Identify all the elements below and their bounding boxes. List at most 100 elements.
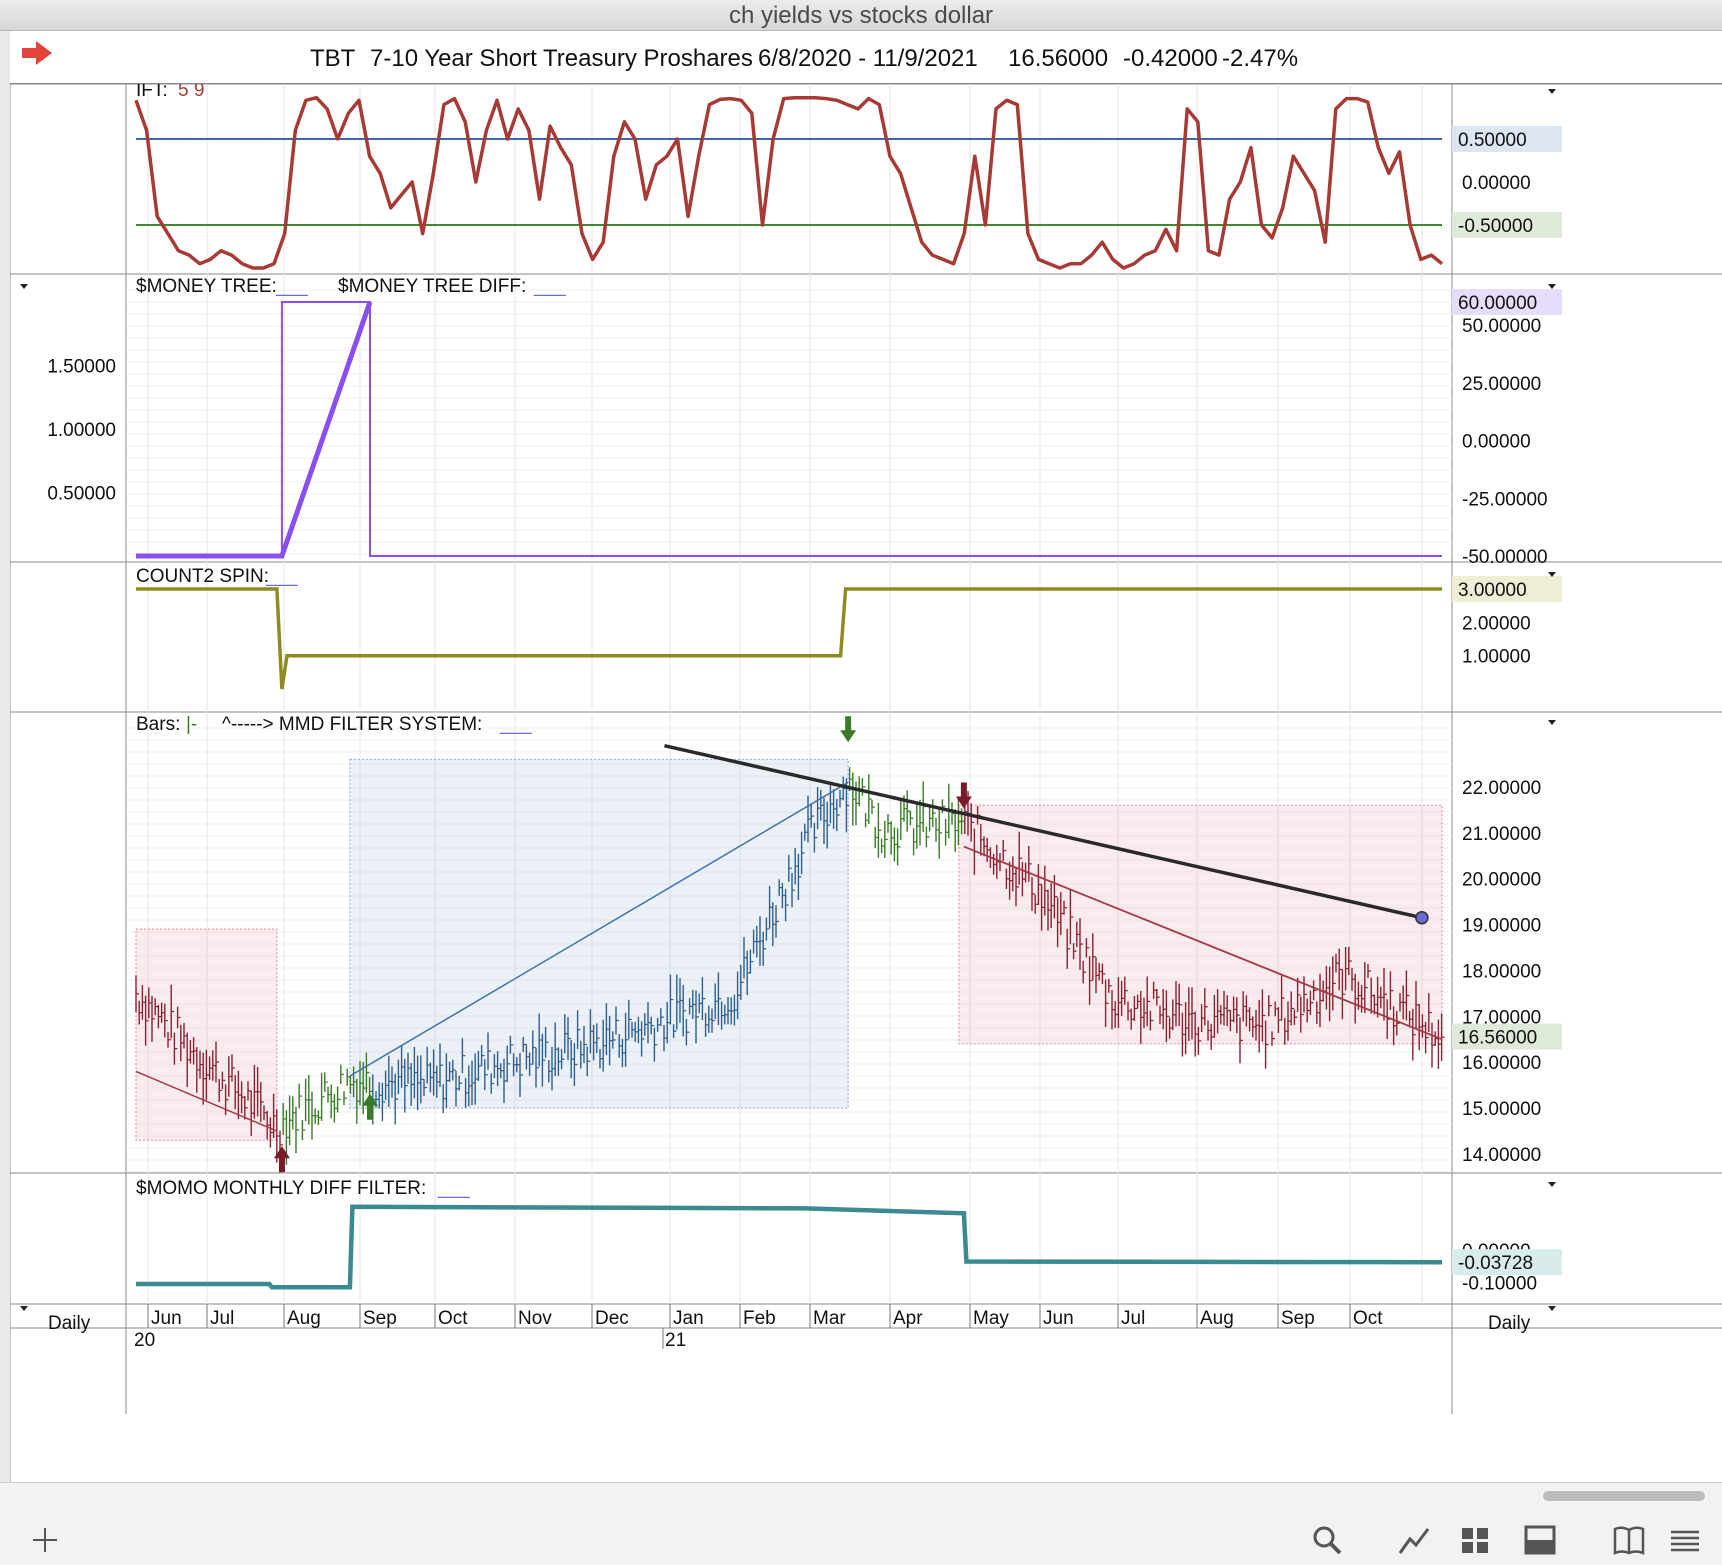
money-tree-diff-blank: ___ bbox=[533, 276, 566, 297]
ift-tick-bg bbox=[1452, 212, 1562, 238]
panel-menu-icon bbox=[1548, 572, 1556, 577]
month-label: Mar bbox=[813, 1308, 846, 1329]
header-name: 7-10 Year Short Treasury Proshares bbox=[370, 45, 753, 72]
money-tree-left-tick: 0.50000 bbox=[47, 484, 116, 505]
money-tree-line bbox=[136, 301, 373, 559]
money-tree-right-tick: 25.00000 bbox=[1462, 374, 1541, 395]
money-tree-blank: ___ bbox=[275, 276, 308, 297]
momo-label: $MOMO MONTHLY DIFF FILTER: bbox=[136, 1178, 426, 1199]
money-tree-left-tick: 1.50000 bbox=[47, 357, 116, 378]
money-tree-label: $MONEY TREE: bbox=[136, 276, 277, 297]
price-tick: 19.00000 bbox=[1462, 916, 1541, 937]
momo-blank: ___ bbox=[437, 1178, 470, 1199]
momo-tick: -0.10000 bbox=[1462, 1273, 1537, 1294]
chart-header: TBT 7-10 Year Short Treasury Proshares 6… bbox=[10, 31, 1722, 84]
month-label: Oct bbox=[1353, 1308, 1383, 1329]
panel-menu-icon bbox=[1548, 1306, 1556, 1311]
money-tree-badge: 60.00000 bbox=[1458, 293, 1537, 314]
month-label: Jul bbox=[210, 1308, 234, 1329]
price-bars-glyph: |- bbox=[186, 714, 197, 735]
money-tree-right-tick: -25.00000 bbox=[1462, 489, 1548, 510]
horizontal-scrollbar[interactable] bbox=[1543, 1491, 1705, 1501]
month-label: Dec bbox=[595, 1308, 629, 1329]
panel-menu-icon bbox=[20, 1306, 28, 1311]
month-label: Jun bbox=[151, 1308, 182, 1329]
month-label: Oct bbox=[438, 1308, 468, 1329]
ift-tick-bg bbox=[1452, 126, 1562, 152]
money-tree-badge-bg bbox=[1452, 289, 1562, 315]
header-pct-change: -2.47% bbox=[1222, 45, 1299, 72]
bottom-toolbar bbox=[0, 1482, 1722, 1565]
month-label: Aug bbox=[1200, 1308, 1234, 1329]
year-label: 21 bbox=[665, 1330, 686, 1351]
month-label: Jun bbox=[1043, 1308, 1074, 1329]
window-icon[interactable] bbox=[1523, 1523, 1557, 1557]
count2-label: COUNT2 SPIN: bbox=[136, 566, 269, 587]
price-region bbox=[135, 928, 278, 1141]
month-label: Sep bbox=[1281, 1308, 1315, 1329]
month-label: Jan bbox=[673, 1308, 704, 1329]
panel-menu-icon bbox=[1548, 1182, 1556, 1187]
price-trendline bbox=[664, 743, 1423, 920]
chart-svg[interactable]: IFT: 5 9 0.50000 0.00000 -0.50000 $MONEY TREE… bbox=[9, 80, 1722, 1482]
count2-tick-bg bbox=[1452, 576, 1562, 602]
month-label: Nov bbox=[518, 1308, 552, 1329]
panel-menu-icon bbox=[1548, 720, 1556, 725]
price-regression-line bbox=[349, 781, 849, 1077]
signal-arrow-sell-icon bbox=[955, 782, 972, 809]
month-label: Feb bbox=[743, 1308, 776, 1329]
price-last-badge: 16.56000 bbox=[1458, 1028, 1537, 1049]
momo-line bbox=[136, 1204, 1443, 1290]
month-label: May bbox=[973, 1308, 1009, 1329]
book-icon[interactable] bbox=[1612, 1523, 1646, 1557]
money-tree-diff-label: $MONEY TREE DIFF: bbox=[338, 276, 526, 297]
count2-blank: ___ bbox=[265, 566, 298, 587]
month-label: Sep bbox=[363, 1308, 397, 1329]
search-icon[interactable] bbox=[1310, 1523, 1344, 1557]
signal-arrow-buy-icon bbox=[273, 1146, 290, 1173]
header-last: 16.56000 bbox=[1008, 45, 1109, 72]
month-label: Jul bbox=[1121, 1308, 1145, 1329]
plus-icon[interactable] bbox=[28, 1523, 62, 1557]
price-bars-label: Bars: bbox=[136, 714, 180, 735]
price-system-label: ^-----> MMD FILTER SYSTEM: bbox=[222, 714, 482, 735]
menu-icon[interactable] bbox=[1668, 1523, 1702, 1557]
count2-tick: 2.00000 bbox=[1462, 613, 1531, 634]
panel-menu-icon bbox=[1548, 89, 1556, 94]
arrow-right-icon[interactable] bbox=[20, 39, 54, 67]
period-label-right: Daily bbox=[1488, 1313, 1531, 1334]
period-label-left: Daily bbox=[48, 1313, 91, 1334]
year-label: 20 bbox=[134, 1330, 155, 1351]
momo-badge-bg bbox=[1452, 1249, 1562, 1276]
trendline-handle bbox=[1415, 910, 1429, 925]
money-tree-right-tick: 0.00000 bbox=[1462, 432, 1531, 453]
price-tick: 14.00000 bbox=[1462, 1145, 1541, 1166]
signal-arrow-sell-icon bbox=[840, 716, 857, 743]
money-tree-right-tick: -50.00000 bbox=[1462, 547, 1548, 568]
chart-line-icon[interactable] bbox=[1397, 1523, 1431, 1557]
price-region bbox=[958, 804, 1443, 1045]
ift-params: 5 9 bbox=[178, 84, 204, 101]
price-tick: 22.00000 bbox=[1462, 778, 1541, 799]
price-regression-line bbox=[963, 845, 1443, 1041]
ift-tick: 0.00000 bbox=[1462, 173, 1531, 194]
price-regression-line bbox=[135, 1070, 278, 1132]
window-title-bar: ch yields vs stocks dollar bbox=[0, 0, 1722, 31]
price-tick: 21.00000 bbox=[1462, 824, 1541, 845]
ift-line bbox=[134, 95, 1444, 270]
panel-menu-icon bbox=[20, 284, 28, 289]
chart-area[interactable]: IFT: 5 9 0.50000 0.00000 -0.50000 $MONEY TREE… bbox=[9, 80, 1722, 1482]
month-label: Aug bbox=[287, 1308, 321, 1329]
window-title: ch yields vs stocks dollar bbox=[728, 2, 994, 29]
money-tree-right-tick: 50.00000 bbox=[1462, 316, 1541, 337]
price-tick: 17.00000 bbox=[1462, 1007, 1541, 1028]
grid-icon[interactable] bbox=[1458, 1523, 1492, 1557]
price-tick: 18.00000 bbox=[1462, 961, 1541, 982]
header-symbol: TBT bbox=[310, 45, 356, 72]
money-tree-left-tick: 1.00000 bbox=[47, 420, 116, 441]
price-tick: 16.00000 bbox=[1462, 1053, 1541, 1074]
signal-arrow-buy-icon bbox=[362, 1093, 379, 1120]
price-last-badge-bg bbox=[1452, 1023, 1562, 1050]
count2-tick: 3.00000 bbox=[1458, 580, 1527, 601]
